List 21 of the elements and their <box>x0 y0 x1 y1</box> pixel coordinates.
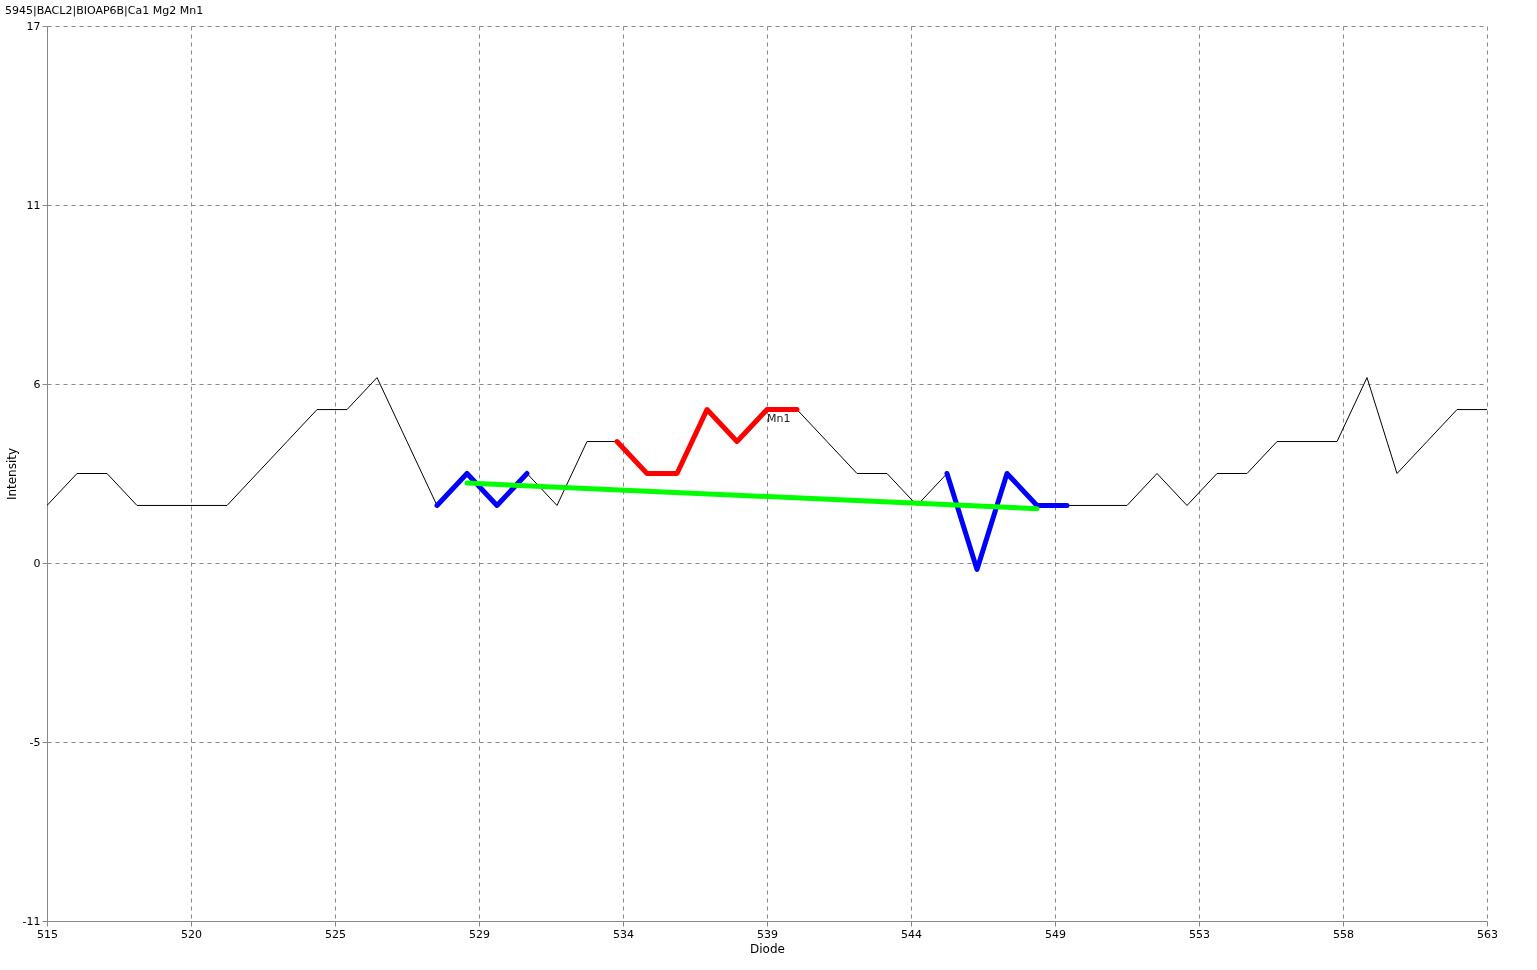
y-tick-label: 0 <box>33 556 41 570</box>
x-tick-label: 549 <box>1045 927 1066 941</box>
chart-title: 5945|BACL2|BIOAP6B|Ca1 Mg2 Mn1 <box>5 4 204 17</box>
x-axis-title: Diode <box>750 941 785 956</box>
y-axis-title: Intensity <box>4 447 19 501</box>
x-tick-label: 529 <box>469 927 490 941</box>
x-tick-label: 520 <box>181 927 202 941</box>
x-tick-label: 525 <box>325 927 346 941</box>
x-tick-label: 553 <box>1189 927 1210 941</box>
x-tick-label: 534 <box>613 927 634 941</box>
y-tick-label: 17 <box>26 19 41 33</box>
x-tick-label: 558 <box>1333 927 1354 941</box>
annotation: Mn1 <box>767 411 791 425</box>
x-tick-label: 515 <box>37 927 58 941</box>
y-tick-label: -11 <box>22 914 41 928</box>
x-tick-label: 563 <box>1477 927 1498 941</box>
y-tick-label: 6 <box>33 377 41 391</box>
x-tick-label: 544 <box>901 927 922 941</box>
y-tick-label: -5 <box>29 735 41 749</box>
x-tick-label: 539 <box>757 927 778 941</box>
y-tick-label: 11 <box>26 198 41 212</box>
